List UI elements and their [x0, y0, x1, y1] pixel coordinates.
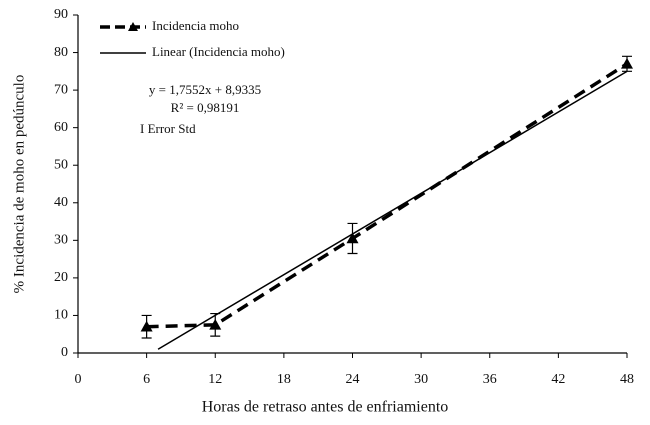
x-tick-label: 36	[483, 372, 497, 387]
x-tick-label: 48	[620, 372, 634, 387]
x-axis-label: Horas de retraso antes de enfriamiento	[202, 399, 449, 416]
x-tick-label: 0	[75, 372, 82, 387]
y-tick-label: 80	[54, 45, 68, 60]
legend-label: Linear (Incidencia moho)	[152, 44, 285, 59]
equation: y = 1,7552x + 8,9335	[149, 82, 261, 97]
legend-label: Incidencia moho	[152, 18, 239, 33]
y-tick-label: 90	[54, 7, 68, 22]
legend-marker	[128, 22, 138, 31]
marker	[346, 232, 359, 244]
x-tick-label: 24	[346, 372, 360, 387]
y-tick-label: 0	[61, 345, 68, 360]
y-tick-label: 70	[54, 82, 68, 97]
r-squared: R² = 0,98191	[171, 100, 240, 115]
marker	[140, 320, 153, 332]
y-tick-label: 30	[54, 233, 68, 248]
y-tick-label: 40	[54, 195, 68, 210]
x-tick-label: 18	[277, 372, 291, 387]
y-axis-label: % Incidencia de moho en pedúnculo	[11, 75, 27, 294]
marker	[209, 318, 222, 330]
marker	[621, 57, 633, 69]
y-tick-label: 60	[54, 120, 68, 135]
x-tick-label: 42	[551, 372, 565, 387]
series-line	[157, 70, 628, 350]
error-note: I Error Std	[140, 121, 196, 136]
y-tick-label: 20	[54, 270, 68, 285]
y-tick-label: 10	[54, 308, 68, 323]
y-tick-label: 50	[54, 157, 68, 172]
x-tick-label: 12	[208, 372, 222, 387]
x-tick-label: 6	[143, 372, 150, 387]
x-tick-label: 30	[414, 372, 428, 387]
